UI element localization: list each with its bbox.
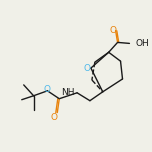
Text: NH: NH	[62, 88, 75, 97]
Text: OH: OH	[135, 39, 149, 48]
Text: O: O	[84, 64, 91, 73]
Text: O: O	[51, 113, 58, 122]
Text: O: O	[44, 85, 51, 94]
Text: O: O	[109, 26, 116, 35]
